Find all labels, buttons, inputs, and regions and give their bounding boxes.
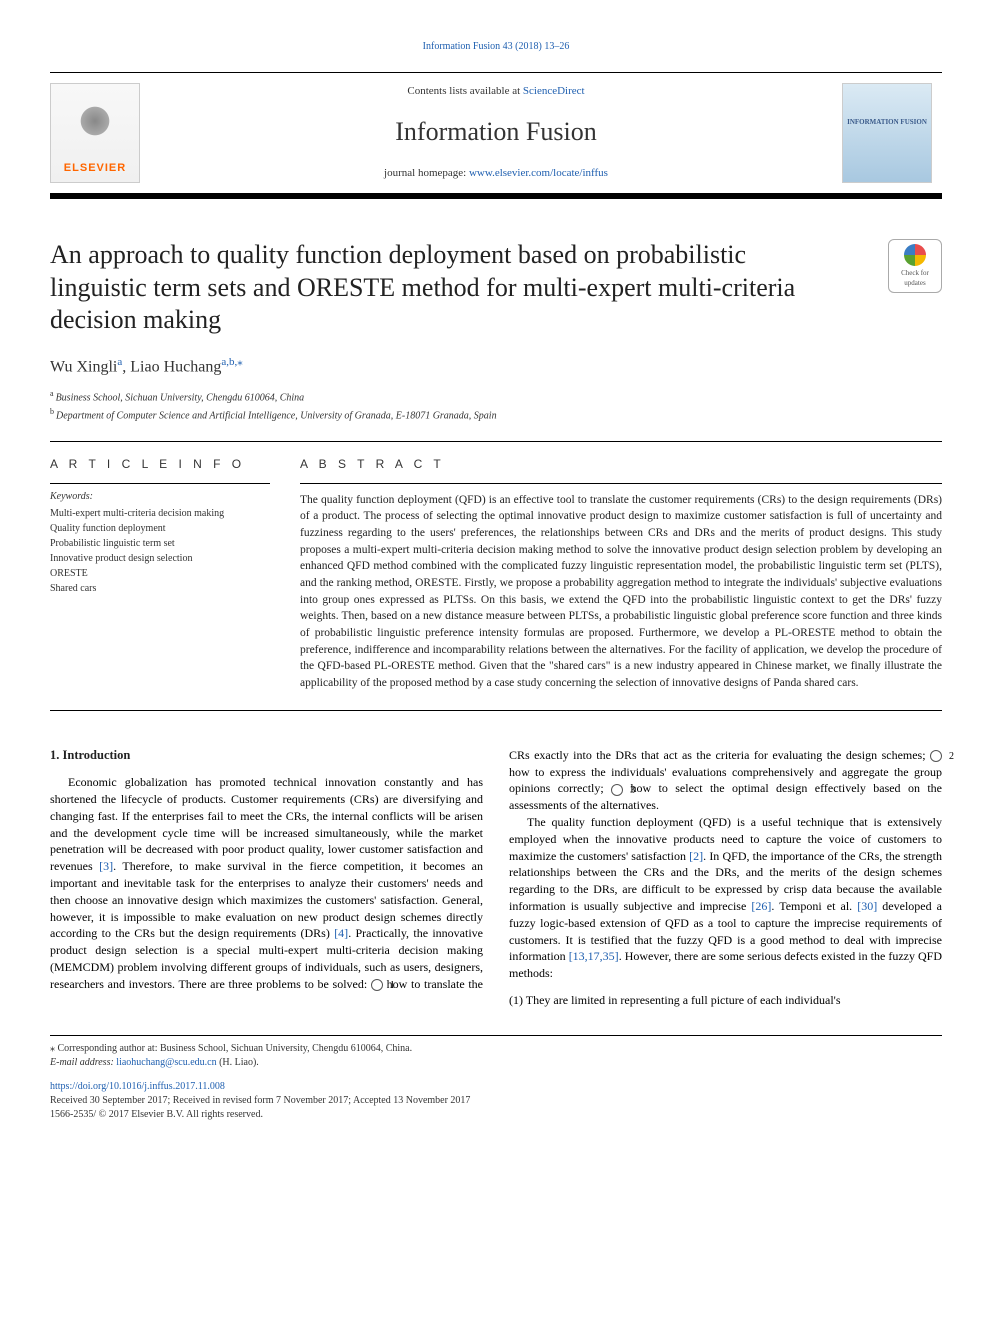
cite-13-17-35[interactable]: [13,17,35]: [569, 949, 619, 963]
circled-1: 1: [371, 979, 383, 991]
elsevier-tree-icon: [65, 97, 125, 157]
author-1: Wu Xingli: [50, 358, 117, 375]
abstract-text: The quality function deployment (QFD) is…: [300, 483, 942, 692]
contents-prefix: Contents lists available at: [407, 85, 522, 97]
author-2: Liao Huchang: [130, 358, 221, 375]
intro-para-2: The quality function deployment (QFD) is…: [509, 814, 942, 982]
received-line: Received 30 September 2017; Received in …: [50, 1094, 942, 1108]
masthead: ELSEVIER Contents lists available at Sci…: [50, 72, 942, 194]
author-line: Wu Xinglia, Liao Huchanga,b,⁎: [50, 355, 942, 379]
body-two-column: 1. Introduction Economic globalization h…: [50, 747, 942, 1009]
check-for-updates-badge[interactable]: Check for updates: [888, 239, 942, 293]
article-info-label: A R T I C L E I N F O: [50, 456, 270, 473]
footnotes: ⁎ Corresponding author at: Business Scho…: [50, 1035, 942, 1070]
homepage-link[interactable]: www.elsevier.com/locate/inffus: [469, 167, 608, 179]
masthead-divider: [50, 194, 942, 199]
rule-above-abstract: [50, 441, 942, 442]
homepage-line: journal homepage: www.elsevier.com/locat…: [170, 166, 822, 181]
elsevier-wordmark: ELSEVIER: [64, 161, 126, 182]
check-updates-line2: updates: [904, 279, 925, 289]
article-title: An approach to quality function deployme…: [50, 239, 830, 337]
circled-3: 3: [611, 784, 623, 796]
corresponding-author-note: ⁎ Corresponding author at: Business Scho…: [50, 1042, 942, 1056]
cite-30[interactable]: [30]: [857, 899, 877, 913]
elsevier-logo: ELSEVIER: [50, 83, 140, 183]
article-info-block: A R T I C L E I N F O Keywords: Multi-ex…: [50, 456, 270, 692]
journal-cover-thumb: INFORMATION FUSION: [842, 83, 932, 183]
copyright-line: 1566-2535/ © 2017 Elsevier B.V. All righ…: [50, 1108, 942, 1122]
journal-name: Information Fusion: [170, 114, 822, 150]
intro-q1: how: [383, 977, 411, 991]
email-label: E-mail address:: [50, 1057, 116, 1068]
email-suffix: (H. Liao).: [217, 1057, 259, 1068]
keywords-list: Multi-expert multi-criteria decision mak…: [50, 506, 270, 596]
intro-p2c: . Temponi et al.: [771, 899, 857, 913]
cite-3[interactable]: [3]: [99, 859, 113, 873]
cite-26[interactable]: [26]: [751, 899, 771, 913]
affiliation-a: Business School, Sichuan University, Che…: [56, 393, 305, 404]
corresponding-star: ⁎: [237, 356, 243, 368]
cover-title-text: INFORMATION FUSION: [847, 118, 927, 128]
cite-2[interactable]: [2]: [689, 849, 703, 863]
cite-4[interactable]: [4]: [334, 926, 348, 940]
affiliation-b: Department of Computer Science and Artif…: [56, 410, 497, 421]
homepage-prefix: journal homepage:: [384, 167, 469, 179]
list-item-1: (1) They are limited in representing a f…: [509, 992, 942, 1009]
header-citation: Information Fusion 43 (2018) 13–26: [50, 40, 942, 54]
crossmark-icon: [904, 244, 926, 266]
sciencedirect-link[interactable]: ScienceDirect: [523, 85, 585, 97]
doi-link[interactable]: https://doi.org/10.1016/j.inffus.2017.11…: [50, 1081, 225, 1092]
rule-below-abstract: [50, 710, 942, 711]
circled-2: 2: [930, 750, 942, 762]
check-updates-line1: Check for: [901, 269, 929, 279]
section-1-heading: 1. Introduction: [50, 747, 483, 765]
author-2-affil-sup: a,b,: [221, 356, 237, 368]
affiliations: aBusiness School, Sichuan University, Ch…: [50, 388, 942, 423]
abstract-block: A B S T R A C T The quality function dep…: [300, 456, 942, 692]
keywords-heading: Keywords:: [50, 483, 270, 504]
abstract-label: A B S T R A C T: [300, 456, 942, 473]
contents-line: Contents lists available at ScienceDirec…: [170, 84, 822, 99]
corresponding-email-link[interactable]: liaohuchang@scu.edu.cn: [116, 1057, 216, 1068]
